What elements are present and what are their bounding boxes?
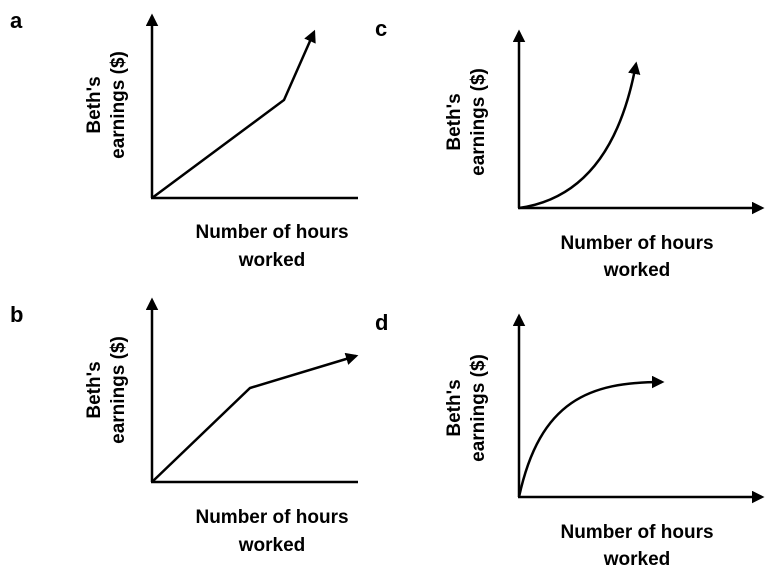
panel-b: b Beth's earnings ($) Number of hours wo… xyxy=(10,297,359,556)
y-label: Beth's xyxy=(444,379,465,436)
curve xyxy=(517,375,665,498)
panel-label: a xyxy=(10,8,23,33)
x-label: worked xyxy=(603,260,671,281)
curve xyxy=(518,61,641,210)
panel-c: c Beth's earnings ($) Number of hours wo… xyxy=(375,16,765,281)
panel-a: a Beth's earnings ($) Number of hours wo… xyxy=(10,8,358,271)
y-label: Beth's xyxy=(84,361,105,418)
panel-d: d Beth's earnings ($) Number of hours wo… xyxy=(375,310,765,568)
x-label: Number of hours xyxy=(560,233,713,254)
x-label: worked xyxy=(603,549,671,568)
x-label: Number of hours xyxy=(560,522,713,543)
panel-label: d xyxy=(375,310,388,335)
panel-label: c xyxy=(375,16,387,41)
y-label: earnings ($) xyxy=(468,68,489,176)
x-label: worked xyxy=(238,535,306,556)
x-label: Number of hours xyxy=(195,222,348,243)
curve xyxy=(151,29,316,200)
y-label: Beth's xyxy=(444,93,465,150)
x-label: Number of hours xyxy=(195,507,348,528)
y-label: earnings ($) xyxy=(108,51,129,159)
y-label: earnings ($) xyxy=(468,354,489,462)
curve xyxy=(151,352,359,483)
y-label: earnings ($) xyxy=(108,336,129,444)
panel-label: b xyxy=(10,302,23,327)
x-label: worked xyxy=(238,250,306,271)
y-label: Beth's xyxy=(84,76,105,133)
